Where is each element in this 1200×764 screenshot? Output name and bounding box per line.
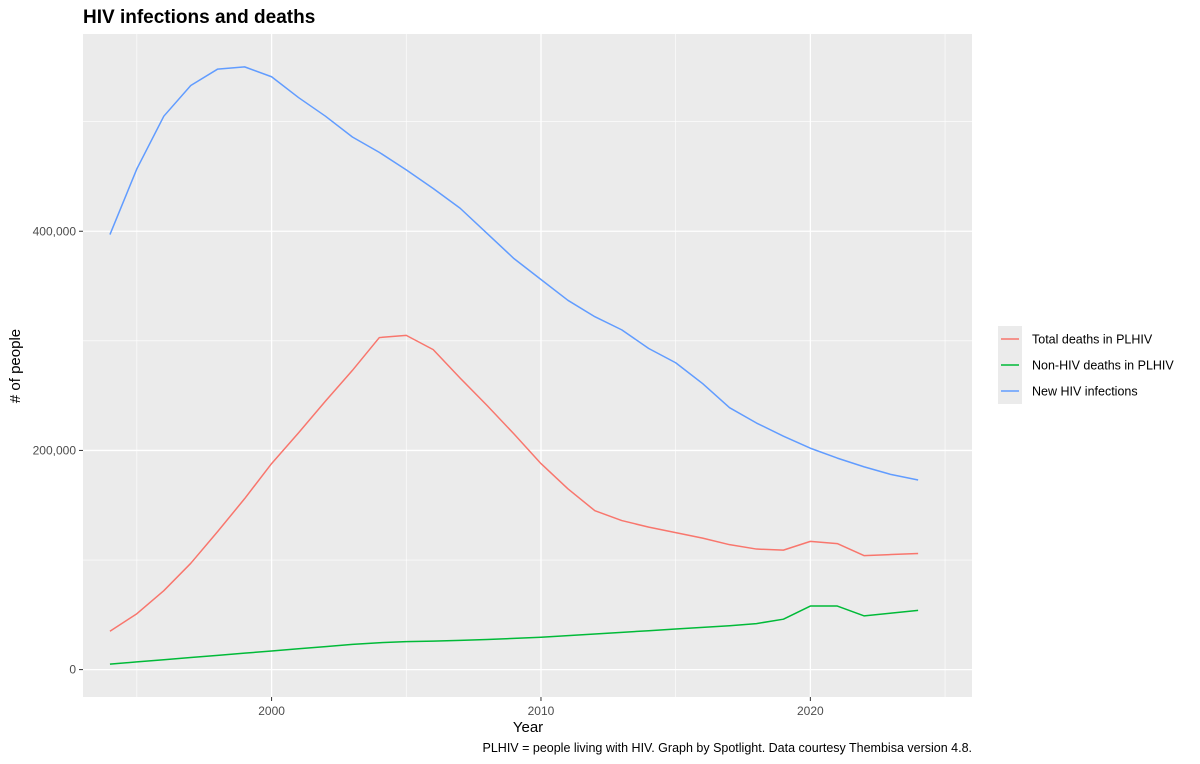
series-lines: [109, 66, 919, 665]
y-tick-label: 0: [69, 663, 76, 677]
x-axis-tick-labels: 2000 2010 2020: [258, 704, 824, 718]
y-axis-title: # of people: [7, 329, 24, 403]
legend-label-1: Non-HIV deaths in PLHIV: [1032, 359, 1174, 373]
legend-label-0: Total deaths in PLHIV: [1032, 333, 1153, 347]
legend: Total deaths in PLHIV Non-HIV deaths in P…: [998, 326, 1174, 404]
series-line-1: [109, 605, 919, 665]
x-tick-label: 2020: [797, 704, 824, 718]
x-tick-label: 2010: [528, 704, 555, 718]
series-line-0: [109, 334, 919, 632]
major-gridlines: [83, 34, 972, 697]
x-axis-title: Year: [513, 719, 543, 736]
chart-caption: PLHIV = people living with HIV. Graph by…: [483, 741, 973, 755]
y-tick-label: 200,000: [33, 443, 77, 457]
legend-label-2: New HIV infections: [1032, 385, 1138, 399]
plot-panel: [83, 34, 972, 697]
minor-gridlines: [83, 34, 972, 697]
x-tick-label: 2000: [258, 704, 285, 718]
series-line-2: [109, 66, 919, 481]
axis-ticks: [79, 230, 811, 701]
y-axis-tick-labels: 0 200,000 400,000: [33, 224, 77, 676]
y-tick-label: 400,000: [33, 224, 77, 238]
chart-title: HIV infections and deaths: [83, 7, 315, 28]
